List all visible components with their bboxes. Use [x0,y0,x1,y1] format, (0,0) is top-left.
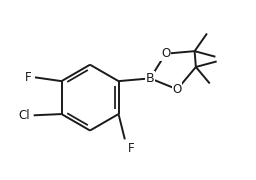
Text: F: F [127,142,134,155]
Text: Cl: Cl [18,109,30,122]
Text: O: O [173,83,182,96]
Text: O: O [161,47,170,60]
Text: F: F [25,71,32,84]
Text: B: B [146,72,154,85]
